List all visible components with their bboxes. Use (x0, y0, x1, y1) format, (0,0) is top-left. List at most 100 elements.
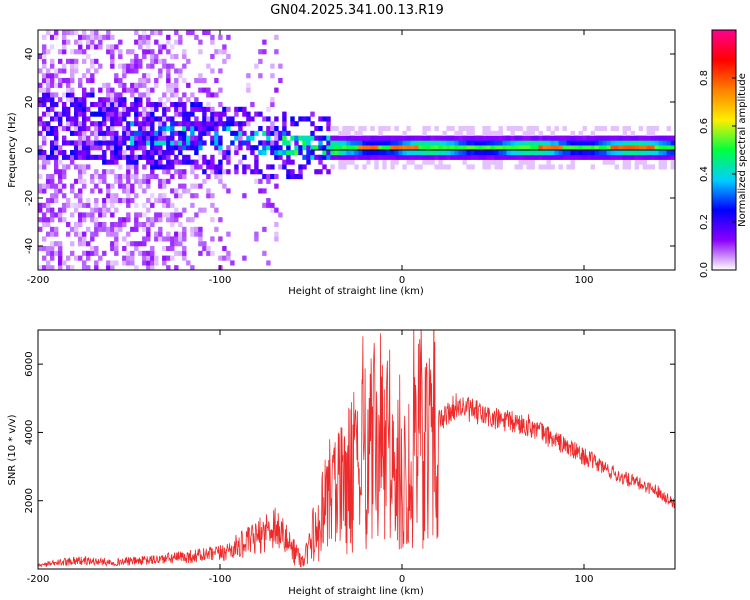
spectrogram-cell (186, 126, 191, 132)
spectrogram-cell (154, 255, 159, 261)
spectrogram-cell (282, 126, 287, 132)
spectrogram-cell (502, 135, 507, 141)
spectrogram-cell (370, 135, 375, 141)
spectrogram-cell (186, 140, 191, 146)
spectrogram-cell (654, 154, 659, 160)
spectrogram-cell (378, 126, 383, 132)
spectrogram-cell (654, 145, 659, 151)
spectrogram-cell (154, 30, 159, 36)
spectrogram-cell (162, 106, 167, 112)
spectrogram-cell (214, 174, 219, 180)
spectrogram-cell (270, 150, 275, 156)
spectrogram-cell (230, 121, 235, 127)
spectrogram-cell (78, 44, 83, 50)
spectrogram-cell (258, 58, 263, 64)
spectrogram-cell (158, 183, 163, 189)
colorbar-tick-label: 0.0 (699, 262, 710, 278)
spectrogram-cell (206, 130, 211, 136)
spectrogram-cell (106, 140, 111, 146)
spectrogram-cell (150, 130, 155, 136)
spectrogram-cell (342, 126, 347, 132)
spectrogram-cell (90, 44, 95, 50)
spectrogram-cell (366, 145, 371, 151)
spectrogram-cell (142, 174, 147, 180)
spectrogram-cell (138, 111, 143, 117)
spectrogram-cell (486, 140, 491, 146)
spectrogram-cell (294, 121, 299, 127)
spectrogram-cell (406, 145, 411, 151)
spectrogram-cell (78, 140, 83, 146)
spectrogram-cell (138, 130, 143, 136)
spectrogram-cell (138, 97, 143, 103)
spectrogram-cell (42, 154, 47, 160)
spectrogram-cell (234, 111, 239, 117)
spectrogram-cell (214, 140, 219, 146)
spectrogram-cell (182, 145, 187, 151)
spectrogram-cell (322, 154, 327, 160)
spectrogram-cell (550, 130, 555, 136)
spectrogram-cell (78, 145, 83, 151)
spectrogram-cell (526, 140, 531, 146)
spectrogram-cell (542, 135, 547, 141)
spectrogram-cell (526, 145, 531, 151)
spectrogram-cell (134, 241, 139, 247)
spectrogram-cell (366, 150, 371, 156)
spectrogram-cell (90, 121, 95, 127)
spectrogram-cell (42, 236, 47, 242)
spectrogram-cell (510, 135, 515, 141)
spectrogram-cell (122, 126, 127, 132)
spectrogram-cell (598, 145, 603, 151)
spectrogram-cell (122, 63, 127, 69)
spectrogram-cell (414, 150, 419, 156)
spectrogram-cell (74, 226, 79, 232)
spectrogram-cell (58, 97, 63, 103)
spectrogram-cell (178, 135, 183, 141)
colorbar: 0.00.20.40.60.8 Normalized spectral ampl… (699, 29, 748, 278)
spectrogram-cell (94, 260, 99, 266)
spectrogram-cell (162, 63, 167, 69)
spectrogram-cell (618, 135, 623, 141)
spectrogram-cell (414, 164, 419, 170)
spectrogram-cell (114, 174, 119, 180)
spectrogram-cell (46, 183, 51, 189)
spectrogram-cell (406, 159, 411, 165)
spectrogram-cell (78, 130, 83, 136)
spectrogram-cell (110, 34, 115, 40)
spectrogram-cell (670, 140, 675, 146)
spectrogram-cell (334, 135, 339, 141)
spectrogram-cell (374, 159, 379, 165)
spectrogram-cell (158, 58, 163, 64)
spectrogram-cell (58, 250, 63, 256)
spectrogram-cell (542, 164, 547, 170)
spectrogram-cell (614, 135, 619, 141)
spectrogram-cell (650, 126, 655, 132)
spectrogram-cell (238, 135, 243, 141)
spectrogram-cell (42, 183, 47, 189)
spectrogram-cell (74, 140, 79, 146)
spectrogram-cell (146, 150, 151, 156)
spectrogram-cell (446, 154, 451, 160)
spectrogram-cell (574, 154, 579, 160)
spectrogram-cell (106, 97, 111, 103)
spectrogram-cell (566, 154, 571, 160)
spectrogram-cell (70, 78, 75, 84)
spectrogram-cell (530, 126, 535, 132)
spectrogram-cell (194, 116, 199, 122)
spectrogram-cell (46, 121, 51, 127)
spectrogram-cell (86, 135, 91, 141)
spectrogram-cell (46, 222, 51, 228)
spectrogram-cell (150, 30, 155, 36)
spectrogram-cell (630, 135, 635, 141)
spectrogram-cell (102, 150, 107, 156)
spectrogram-cell (318, 135, 323, 141)
spectrogram-cell (42, 44, 47, 50)
spectrogram-cell (602, 140, 607, 146)
spectrogram-cell (658, 150, 663, 156)
spectrogram-cell (270, 140, 275, 146)
spectrogram-cell (538, 154, 543, 160)
spectrogram-cell (198, 236, 203, 242)
spectrogram-cell (158, 68, 163, 74)
spectrogram-cell (358, 126, 363, 132)
spectrogram-cell (90, 78, 95, 84)
spectrogram-cell (114, 236, 119, 242)
